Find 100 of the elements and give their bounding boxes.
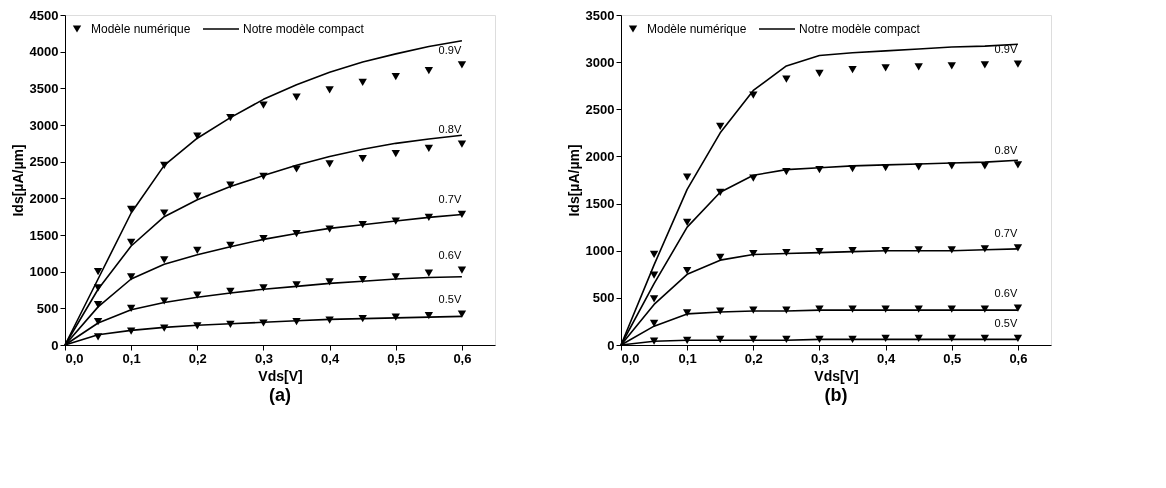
- annotation: 0.8V: [438, 123, 462, 136]
- point: [1013, 161, 1023, 169]
- y-tick-label: 1000: [585, 243, 615, 259]
- legend-label: Modèle numérique: [91, 22, 191, 36]
- point: [649, 250, 659, 259]
- text: (b): [824, 385, 848, 405]
- point: [682, 309, 692, 317]
- x-tick-label: 0,3: [810, 350, 829, 366]
- point: [649, 319, 659, 327]
- point: [682, 266, 692, 275]
- point: [649, 295, 659, 303]
- point: [424, 144, 434, 153]
- annotation: 0.9V: [438, 43, 462, 56]
- point: [358, 78, 367, 87]
- x-tick-label: 0,0: [621, 350, 640, 366]
- point: [391, 273, 400, 281]
- annotation: 0.5V: [994, 317, 1018, 330]
- x-tick-label: 0,6: [453, 350, 472, 366]
- point: [848, 247, 857, 255]
- point: [325, 86, 334, 94]
- y-tick-label: 0: [51, 337, 59, 353]
- annotation: 0.8V: [994, 143, 1018, 156]
- annotation: 0.7V: [994, 226, 1018, 239]
- y-tick-label: 2000: [29, 190, 59, 206]
- y-tick-label: 0: [607, 337, 615, 353]
- point: [160, 297, 169, 305]
- y-tick-label: 2000: [585, 148, 615, 164]
- point: [325, 316, 334, 324]
- annotation: 0.7V: [438, 193, 462, 206]
- point: [914, 63, 923, 71]
- point: [947, 246, 956, 254]
- annotation: 0.5V: [438, 293, 462, 306]
- point: [292, 281, 301, 289]
- point: [815, 248, 824, 256]
- annotation: 0.6V: [994, 287, 1018, 300]
- x-tick-label: 0,5: [387, 350, 406, 366]
- point: [749, 249, 758, 258]
- point: [391, 72, 400, 81]
- point: [126, 273, 136, 281]
- legend-label: Notre modèle compact: [799, 22, 921, 36]
- point: [716, 122, 725, 130]
- point: [457, 266, 467, 274]
- x-axis-title: Vds[V]: [814, 367, 859, 384]
- x-tick-label: 0,3: [254, 350, 273, 366]
- x-tick-label: 0,2: [188, 350, 207, 366]
- point: [947, 62, 956, 70]
- point: [93, 268, 103, 276]
- x-tick-label: 0,5: [943, 350, 962, 366]
- y-tick-label: 500: [592, 290, 615, 306]
- point: [126, 238, 136, 246]
- x-tick-label: 0,2: [744, 350, 763, 366]
- point: [457, 140, 467, 148]
- y-tick-label: 1000: [29, 264, 59, 280]
- x-tick-label: 0,1: [678, 350, 697, 366]
- point: [193, 132, 202, 140]
- point: [881, 64, 890, 72]
- point: [193, 246, 202, 255]
- y-tick-label: 2500: [585, 101, 615, 117]
- point: [749, 306, 758, 314]
- point: [424, 67, 434, 75]
- y-tick-label: 3000: [29, 117, 59, 133]
- point: [782, 248, 791, 257]
- y-tick-label: 4500: [29, 7, 59, 23]
- point: [292, 93, 301, 101]
- y-tick-label: 3000: [585, 54, 615, 70]
- point: [1013, 334, 1023, 343]
- point: [1013, 244, 1023, 252]
- x-tick-label: 0,6: [1009, 350, 1028, 366]
- x-axis-title: Vds[V]: [258, 367, 303, 384]
- y-axis-title: Ids[µA/µm]: [9, 144, 26, 217]
- y-tick-label: 1500: [585, 196, 615, 212]
- x-tick-label: 0,4: [877, 350, 896, 366]
- legend-label: Modèle numérique: [647, 22, 747, 36]
- y-tick-label: 4000: [29, 44, 59, 60]
- legend-label: Notre modèle compact: [243, 22, 365, 36]
- y-tick-label: 2500: [29, 154, 59, 170]
- x-tick-label: 0,0: [65, 350, 84, 366]
- point: [259, 101, 268, 109]
- y-tick-label: 1500: [29, 227, 59, 243]
- annotation: 0.6V: [438, 249, 462, 262]
- point: [1013, 60, 1023, 68]
- x-tick-label: 0,4: [321, 350, 340, 366]
- point: [325, 278, 334, 286]
- point: [848, 66, 857, 74]
- point: [259, 284, 268, 292]
- point: [160, 256, 169, 264]
- point: [160, 209, 169, 217]
- y-axis-title: Ids[µA/µm]: [565, 144, 582, 217]
- y-tick-label: 500: [36, 300, 59, 316]
- point: [782, 75, 791, 83]
- point: [358, 155, 367, 163]
- point: [782, 306, 791, 314]
- y-tick-label: 3500: [29, 80, 59, 96]
- point: [682, 218, 692, 227]
- x-tick-label: 0,1: [122, 350, 141, 366]
- y-tick-label: 3500: [585, 7, 615, 23]
- point: [325, 160, 334, 168]
- text: (a): [269, 385, 291, 405]
- point: [457, 61, 467, 69]
- point: [716, 307, 725, 315]
